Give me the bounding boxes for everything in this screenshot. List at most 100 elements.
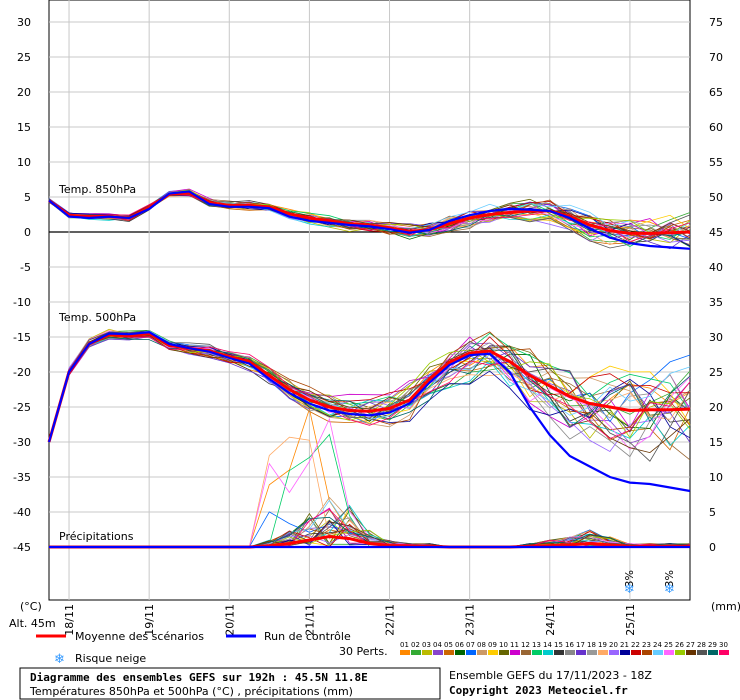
altitude-label: Alt. 45m (9, 617, 56, 630)
plot-frame (48, 0, 691, 601)
snow-risk-markers: 3%❄3%❄ (623, 570, 676, 597)
mean-line-500hPa (47, 331, 691, 443)
member-number: 28 (697, 641, 706, 649)
label-t850: Temp. 850hPa (58, 183, 136, 196)
x-date-label: 19/11 (143, 604, 156, 636)
y-tick-left: -15 (13, 331, 31, 344)
mean-and-control-lines (47, 190, 691, 549)
x-date-label: 25/11 (624, 604, 637, 636)
member-number: 26 (675, 641, 684, 649)
member-number: 23 (642, 641, 651, 649)
member-number: 13 (532, 641, 541, 649)
member-swatch (631, 650, 641, 655)
member-swatch (455, 650, 465, 655)
member-swatch (708, 650, 718, 655)
y-tick-right: 40 (709, 261, 723, 274)
member-number: 22 (631, 641, 640, 649)
legend-control-label: Run de contrôle (264, 630, 351, 643)
y-tick-left: 10 (17, 156, 31, 169)
member-swatch (433, 650, 443, 655)
y-tick-left: -10 (13, 296, 31, 309)
member-number: 20 (609, 641, 618, 649)
member-swatch (565, 650, 575, 655)
member-swatch (499, 650, 509, 655)
member-swatch (510, 650, 520, 655)
x-date-label: 22/11 (384, 604, 397, 636)
y-tick-left: 0 (24, 226, 31, 239)
y-tick-left: 25 (17, 51, 31, 64)
member-line-500 (48, 334, 691, 443)
y-tick-left: 5 (24, 191, 31, 204)
member-number: 07 (466, 641, 475, 649)
member-swatch (532, 650, 542, 655)
y-tick-right: 45 (709, 226, 723, 239)
legend-perts-label: 30 Perts. (339, 645, 388, 658)
member-swatch (554, 650, 564, 655)
y-tick-left: -30 (13, 436, 31, 449)
member-number: 01 (400, 641, 409, 649)
member-number: 08 (477, 641, 486, 649)
right-unit-label: (mm) (711, 600, 740, 613)
member-number: 05 (444, 641, 453, 649)
member-number: 15 (554, 641, 563, 649)
y-tick-left: -20 (13, 366, 31, 379)
copyright: Copyright 2023 Meteociel.fr (449, 684, 628, 697)
y-tick-right: 5 (709, 506, 716, 519)
member-swatch (477, 650, 487, 655)
y-tick-right: 20 (709, 401, 723, 414)
member-number: 16 (565, 641, 574, 649)
label-t500: Temp. 500hPa (58, 311, 136, 324)
member-swatch (400, 650, 410, 655)
member-line-500 (48, 330, 691, 443)
member-number: 02 (411, 641, 420, 649)
y-tick-left: -5 (20, 261, 31, 274)
label-precip: Précipitations (59, 530, 134, 543)
member-number: 14 (543, 641, 552, 649)
y-tick-right: 15 (709, 436, 723, 449)
member-color-legend: 01 02 03 04 05 06 07 08 09 10 11 12 13 14 15 16 17 18 19 20… (400, 641, 729, 655)
member-swatch (576, 650, 586, 655)
member-swatch (422, 650, 432, 655)
chart-grid (48, 0, 691, 601)
member-line-500 (48, 336, 691, 443)
title-box (19, 667, 441, 700)
member-swatch (620, 650, 630, 655)
member-number: 03 (422, 641, 431, 649)
member-swatch (587, 650, 597, 655)
y-tick-left: -45 (13, 541, 31, 554)
x-date-label: 21/11 (303, 604, 316, 636)
y-tick-left: 30 (17, 16, 31, 29)
y-tick-left: -35 (13, 471, 31, 484)
y-tick-left: 20 (17, 86, 31, 99)
snow-percent-label: 3% (663, 570, 676, 587)
y-tick-right: 35 (709, 296, 723, 309)
y-tick-right: 75 (709, 16, 723, 29)
member-swatch (697, 650, 707, 655)
chart-title: Diagramme des ensembles GEFS sur 192h : … (30, 671, 368, 684)
member-number: 17 (576, 641, 585, 649)
member-number: 25 (664, 641, 673, 649)
member-swatch (543, 650, 553, 655)
snowflake-icon: ❄ (624, 582, 635, 597)
y-tick-right: 55 (709, 156, 723, 169)
member-number: 10 (499, 641, 508, 649)
snowflake-icon: ❄ (54, 652, 65, 667)
x-axis-date-labels: 18/11 19/11 20/11 21/11 22/11 23/11 24/11 25/11 (63, 604, 637, 636)
member-swatch (444, 650, 454, 655)
y-tick-right: 50 (709, 191, 723, 204)
member-swatch (675, 650, 685, 655)
member-swatch (642, 650, 652, 655)
member-swatch (609, 650, 619, 655)
member-number: 24 (653, 641, 662, 649)
member-number: 09 (488, 641, 497, 649)
member-number: 06 (455, 641, 464, 649)
member-number: 12 (521, 641, 530, 649)
member-swatch (466, 650, 476, 655)
member-number: 29 (708, 641, 717, 649)
snow-percent-label: 3% (623, 570, 636, 587)
member-number: 30 (719, 641, 728, 649)
y-tick-left: 15 (17, 121, 31, 134)
member-number: 18 (587, 641, 596, 649)
member-number: 27 (686, 641, 695, 649)
